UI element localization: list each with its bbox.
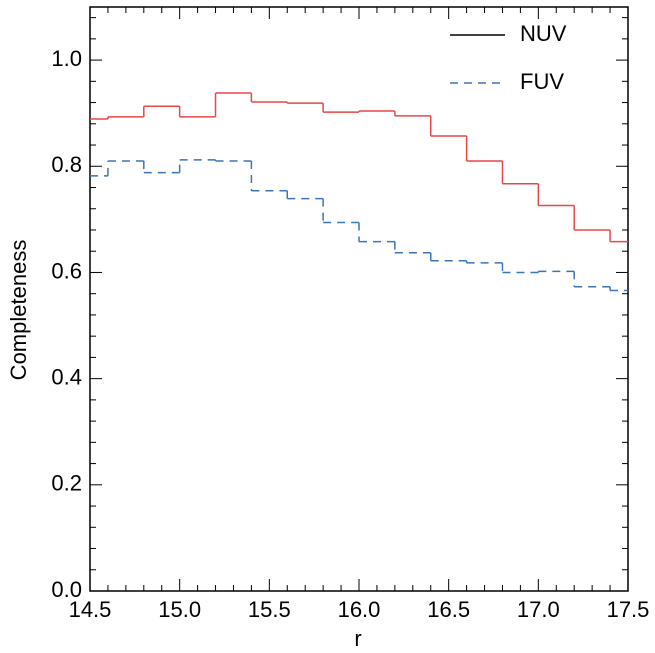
y-tick-label: 0.8 <box>51 152 82 177</box>
y-tick-label: 0.4 <box>51 364 82 389</box>
x-tick-label: 17.5 <box>607 597 650 622</box>
x-tick-label: 15.5 <box>248 597 291 622</box>
x-tick-label: 15.0 <box>158 597 201 622</box>
x-tick-label: 17.0 <box>517 597 560 622</box>
plot-frame <box>89 6 629 592</box>
y-axis-label: Completeness <box>6 240 31 381</box>
legend-label: FUV <box>520 69 564 94</box>
legend-label: NUV <box>520 21 567 46</box>
x-axis-label: r <box>354 626 361 651</box>
y-tick-label: 0.6 <box>51 258 82 283</box>
x-tick-label: 16.0 <box>338 597 381 622</box>
x-tick-label: 16.5 <box>427 597 470 622</box>
y-tick-label: 1.0 <box>51 46 82 71</box>
y-tick-label: 0.2 <box>51 471 82 496</box>
y-tick-label: 0.0 <box>51 577 82 602</box>
x-tick-label: 14.5 <box>69 597 112 622</box>
